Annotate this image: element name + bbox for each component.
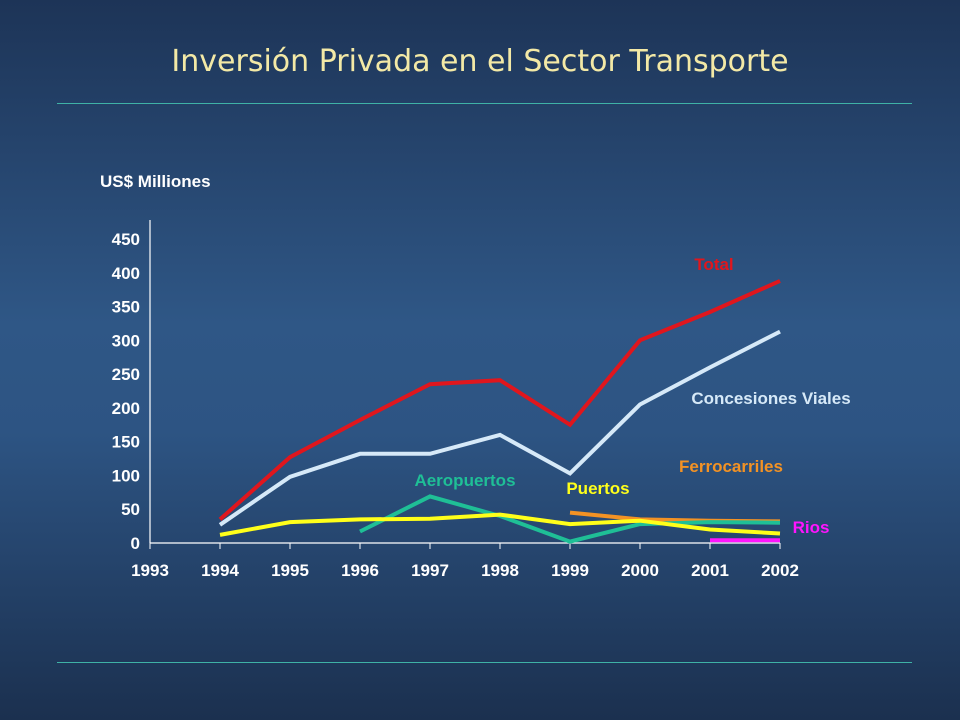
y-tick-label-350: 350 [112,298,140,317]
y-tick-label-400: 400 [112,264,140,283]
y-tick-label-50: 50 [121,500,140,519]
y-tick-labels: 0 50 100 150 200 250 300 350 400 450 [112,230,140,553]
series-label-puertos: Puertos [566,479,629,498]
series-line-aeropuertos [359,494,781,544]
series-label-rios: Rios [793,518,830,537]
series-line-puertos [219,512,781,537]
series-label-total: Total [694,255,733,274]
title-divider [57,103,912,104]
x-tick-labels: 1993 1994 1995 1996 1997 1998 1999 2000 2001 2002 [131,561,799,580]
x-tick-label-1994: 1994 [201,561,239,580]
y-tick-label-200: 200 [112,399,140,418]
x-tick-label-1996: 1996 [341,561,379,580]
x-tick-label-1995: 1995 [271,561,309,580]
x-tick-label-2000: 2000 [621,561,659,580]
y-axis-title: US$ Milliones [100,172,211,191]
x-tick-label-1999: 1999 [551,561,589,580]
series-lines [218,279,781,544]
series-line-concesiones-viales [218,329,781,527]
slide-title: Inversión Privada en el Sector Transport… [171,44,789,79]
axes: 0 50 100 150 200 250 300 350 400 450 1993 1994 1995… [112,220,799,580]
x-tick-label-1997: 1997 [411,561,449,580]
y-tick-label-450: 450 [112,230,140,249]
y-tick-label-300: 300 [112,331,140,350]
series-labels: Total Concesiones Viales Ferrocarriles A… [414,255,850,537]
y-tick-label-100: 100 [112,466,140,485]
y-tick-label-0: 0 [131,534,140,553]
series-line-ferrocarriles [569,510,781,524]
x-tick-label-1993: 1993 [131,561,169,580]
series-label-aeropuertos: Aeropuertos [414,471,515,490]
footer-divider [57,662,912,663]
series-line-total [218,279,781,521]
x-tick-label-2002: 2002 [761,561,799,580]
series-label-concesiones-viales: Concesiones Viales [691,389,850,408]
y-tick-label-250: 250 [112,365,140,384]
x-tick-label-1998: 1998 [481,561,519,580]
x-tick-label-2001: 2001 [691,561,729,580]
x-ticks [149,543,781,549]
series-label-ferrocarriles: Ferrocarriles [679,457,783,476]
y-tick-label-150: 150 [112,433,140,452]
